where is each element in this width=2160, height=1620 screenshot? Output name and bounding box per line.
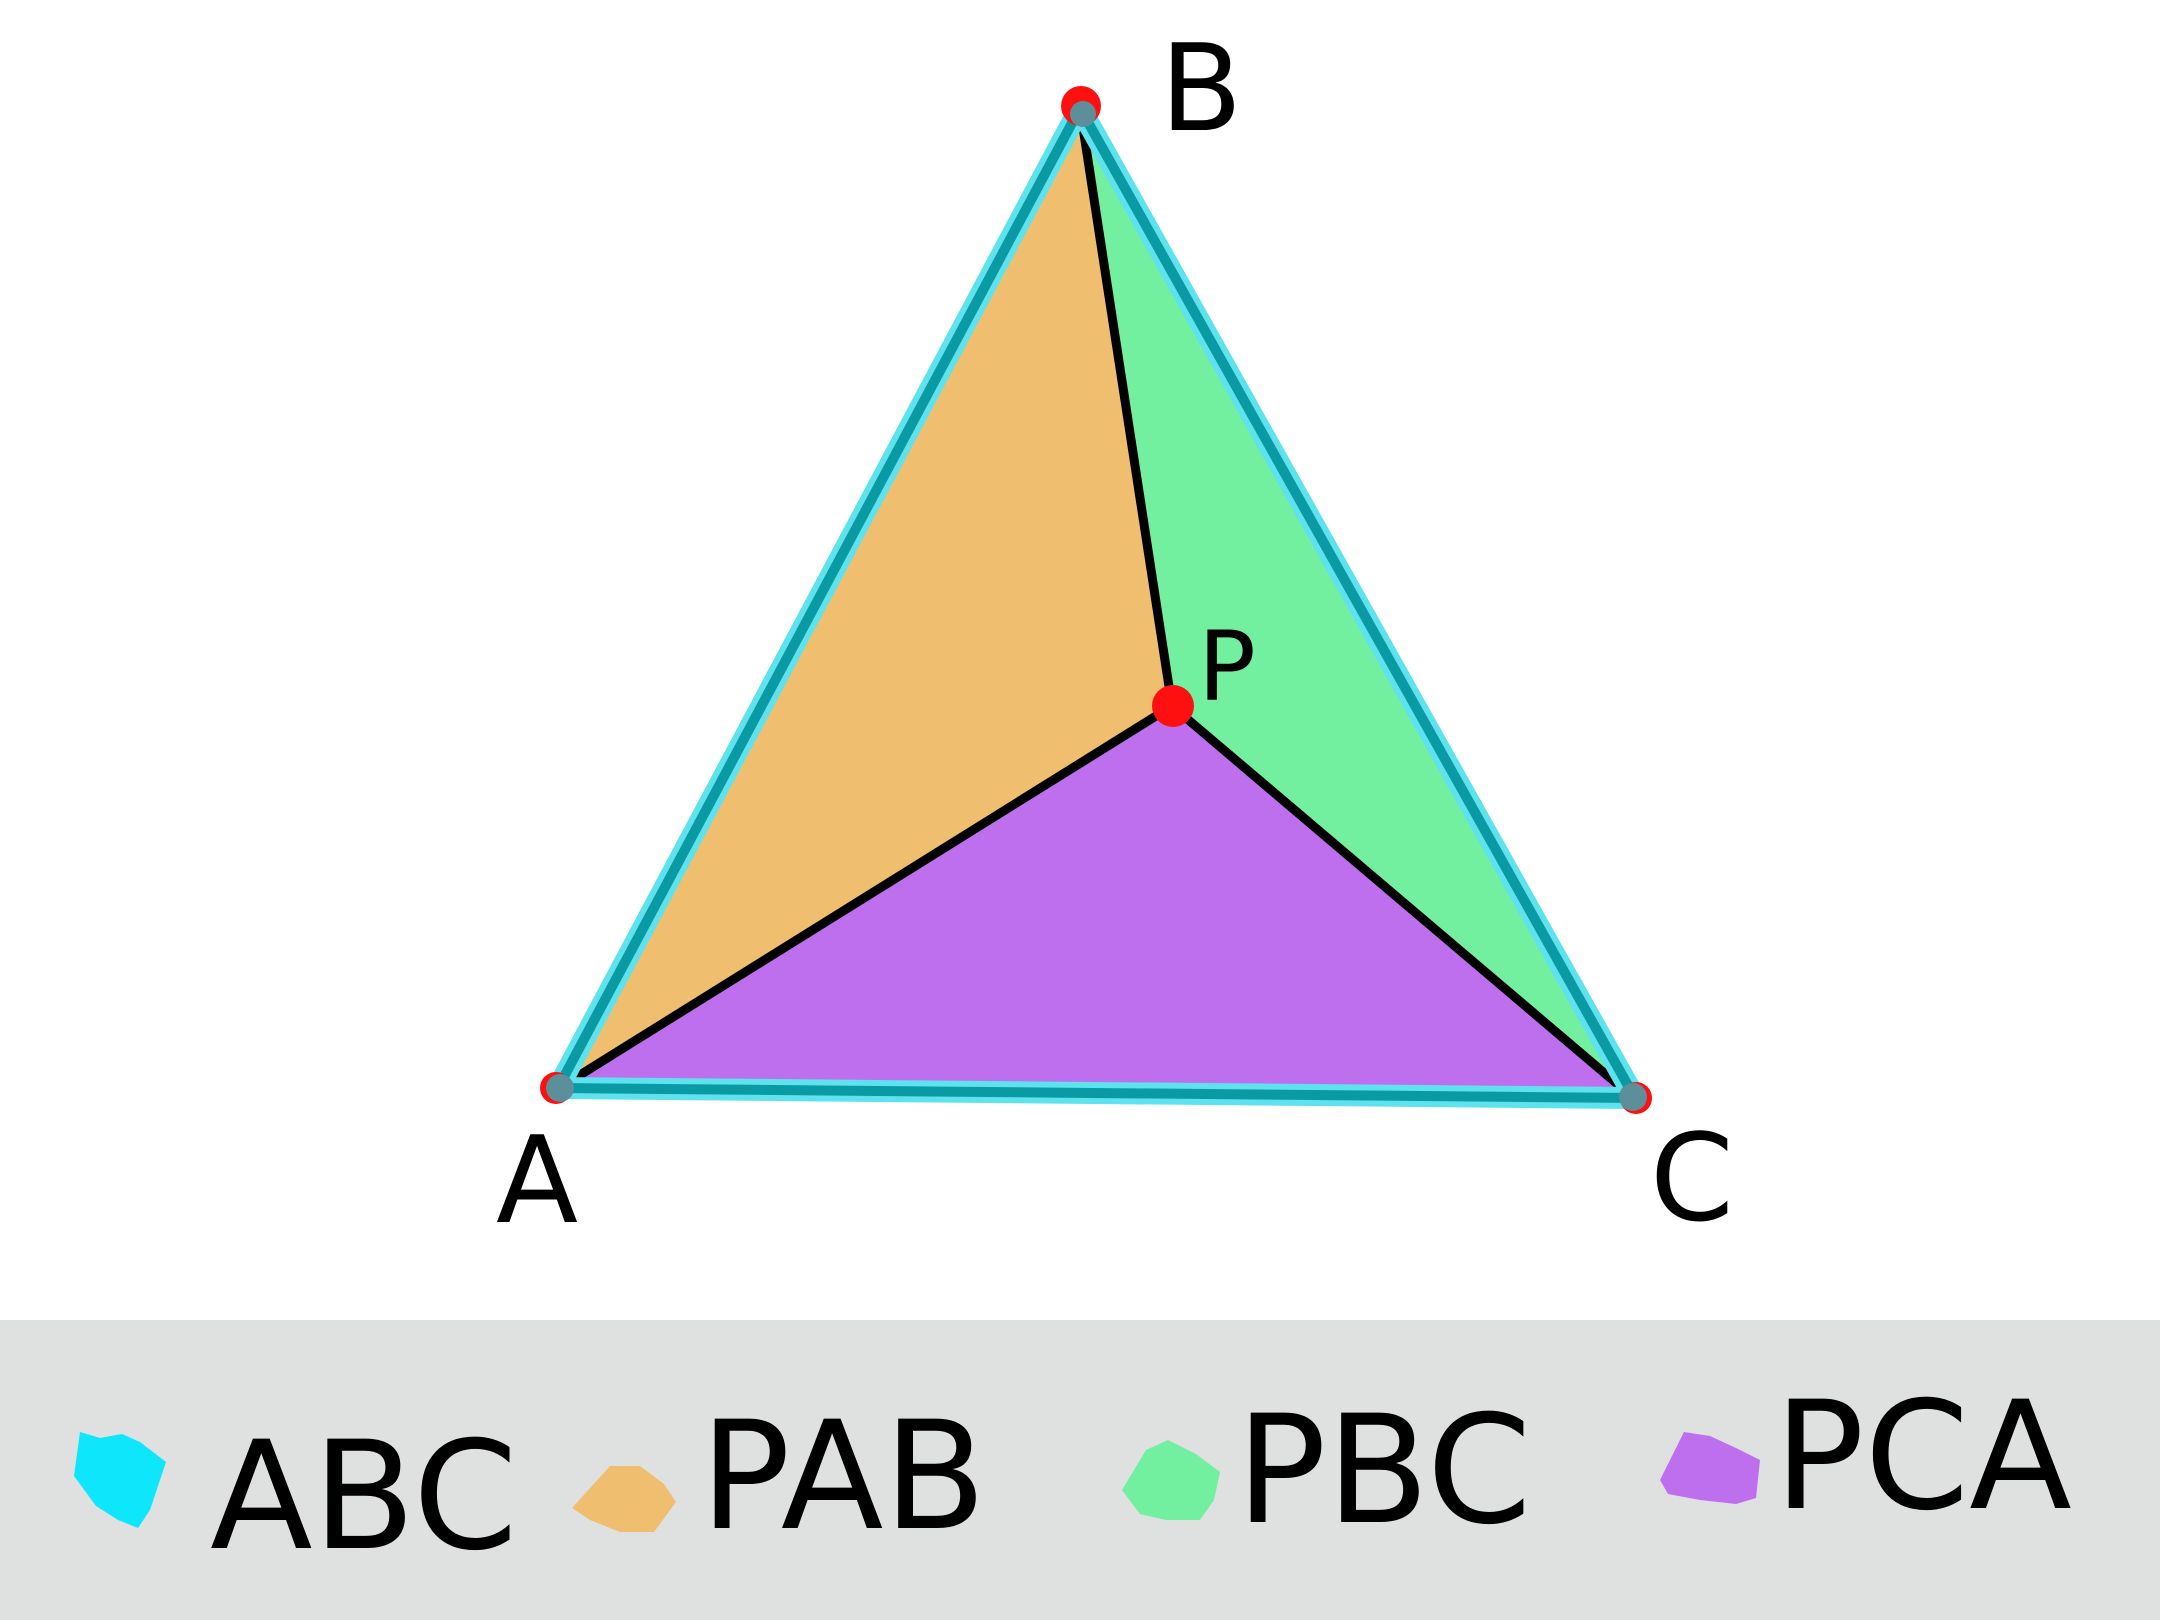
legend-item-pab: PAB (572, 1390, 986, 1564)
legend-item-pbc: PBC (1122, 1384, 1531, 1558)
vertex-c-inner-dot (1619, 1083, 1647, 1111)
label-b: B (1160, 20, 1242, 159)
segment-pb (1075, 103, 1177, 711)
legend-label-abc: ABC (210, 1410, 518, 1584)
legend-item-pca: PCA (1660, 1370, 2072, 1544)
vertex-a-inner-dot (546, 1074, 574, 1102)
region-pca (558, 706, 1635, 1098)
legend-label-pbc: PBC (1236, 1384, 1531, 1558)
label-a: A (496, 1112, 578, 1251)
region-pab (558, 108, 1172, 1088)
legend-label-pab: PAB (700, 1390, 986, 1564)
legend-swatch-abc (74, 1432, 166, 1528)
segment-pc (1167, 701, 1627, 1093)
legend-swatch-pbc (1122, 1440, 1220, 1520)
legend-background (0, 1320, 2160, 1620)
legend-item-abc: ABC (74, 1410, 518, 1584)
legend-swatch-pca (1660, 1432, 1760, 1504)
triangle-abc-outline (553, 103, 1640, 1103)
legend-swatch-pab (572, 1466, 676, 1532)
label-c: C (1650, 1110, 1734, 1249)
vertex-b-inner-dot (1070, 101, 1096, 127)
label-p: P (1198, 611, 1256, 723)
point-p-dot (1152, 685, 1194, 727)
segment-pa (567, 701, 1177, 1085)
legend-label-pca: PCA (1774, 1370, 2072, 1544)
